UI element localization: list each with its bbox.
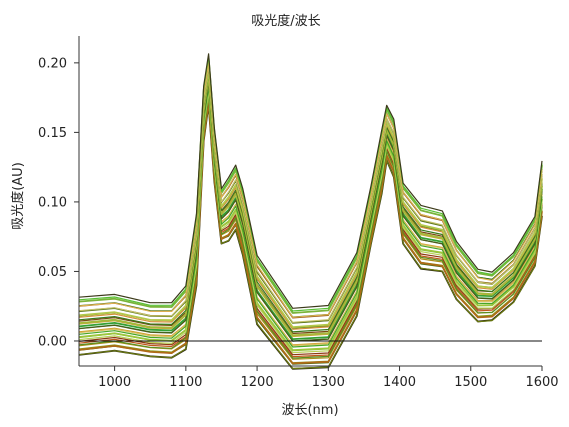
x-tick-label: 1100 [169, 375, 202, 390]
y-tick-label: 0.20 [38, 56, 67, 71]
y-axis: 0.00 0.05 0.10 0.15 0.20 [38, 56, 79, 349]
x-tick-label: 1500 [454, 375, 487, 390]
series-layer [78, 53, 543, 370]
spectrum-line [78, 99, 543, 365]
x-axis: 1000 1100 1200 1300 1400 1500 1600 [98, 366, 559, 390]
y-tick-label: 0.05 [38, 265, 67, 280]
spectrum-line [78, 61, 543, 318]
spectrum-line [78, 91, 543, 354]
y-tick-label: 0.00 [38, 334, 67, 349]
y-axis-label: 吸光度(AU) [10, 162, 26, 230]
x-tick-label: 1200 [241, 375, 274, 390]
chart-title: 吸光度/波长 [251, 13, 320, 29]
y-tick-label: 0.15 [38, 126, 67, 141]
spectrum-line [78, 86, 543, 348]
spectrum-line [78, 76, 543, 337]
spectrum-line [78, 73, 543, 333]
spectrum-line [78, 95, 543, 359]
spectrum-line [78, 104, 543, 370]
x-tick-label: 1000 [98, 375, 131, 390]
plot-frame [78, 36, 542, 367]
y-tick-label: 0.10 [38, 195, 67, 210]
spectrum-line [78, 69, 543, 329]
x-tick-label: 1600 [525, 375, 558, 390]
x-tick-label: 1400 [383, 375, 416, 390]
x-axis-label: 波长(nm) [281, 403, 338, 418]
spectrum-line [78, 81, 543, 342]
spectrum-line [78, 53, 543, 309]
spectrum-line [78, 55, 543, 312]
spectrum-line [78, 65, 543, 323]
x-tick-label: 1300 [312, 375, 345, 390]
